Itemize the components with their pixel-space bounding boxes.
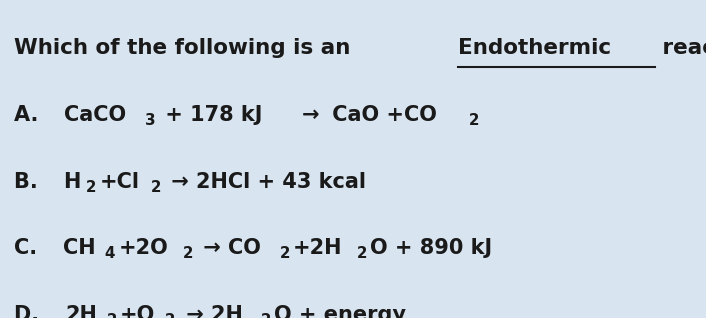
Text: 2: 2 — [183, 246, 193, 261]
Text: 2: 2 — [280, 246, 290, 261]
Text: 2: 2 — [165, 313, 176, 318]
Text: 2: 2 — [151, 180, 161, 195]
Text: 2: 2 — [107, 313, 116, 318]
Text: +2H: +2H — [293, 238, 342, 259]
Text: Which of the following is an: Which of the following is an — [14, 38, 358, 58]
Text: CH: CH — [63, 238, 95, 259]
Text: → 2H: → 2H — [179, 305, 243, 318]
Text: CaO +CO: CaO +CO — [325, 105, 436, 125]
Text: → 2HCl + 43 kcal: → 2HCl + 43 kcal — [164, 172, 366, 192]
Text: O + 890 kJ: O + 890 kJ — [370, 238, 492, 259]
Text: + 178 kJ: + 178 kJ — [158, 105, 270, 125]
Text: →: → — [302, 105, 320, 125]
Text: O + energy: O + energy — [275, 305, 407, 318]
Text: CaCO: CaCO — [64, 105, 126, 125]
Text: C.: C. — [14, 238, 52, 259]
Text: +O: +O — [120, 305, 155, 318]
Text: 2: 2 — [469, 113, 479, 128]
Text: Endothermic: Endothermic — [457, 38, 611, 58]
Text: 2: 2 — [86, 180, 96, 195]
Text: +Cl: +Cl — [100, 172, 139, 192]
Text: B.: B. — [14, 172, 52, 192]
Text: 2: 2 — [261, 313, 271, 318]
Text: A.: A. — [14, 105, 53, 125]
Text: → CO: → CO — [196, 238, 261, 259]
Text: 2H: 2H — [65, 305, 97, 318]
Text: H: H — [64, 172, 81, 192]
Text: D.: D. — [14, 305, 54, 318]
Text: 3: 3 — [145, 113, 155, 128]
Text: reaction?: reaction? — [655, 38, 706, 58]
Text: 2: 2 — [357, 246, 367, 261]
Text: 4: 4 — [104, 246, 115, 261]
Text: +2O: +2O — [119, 238, 168, 259]
